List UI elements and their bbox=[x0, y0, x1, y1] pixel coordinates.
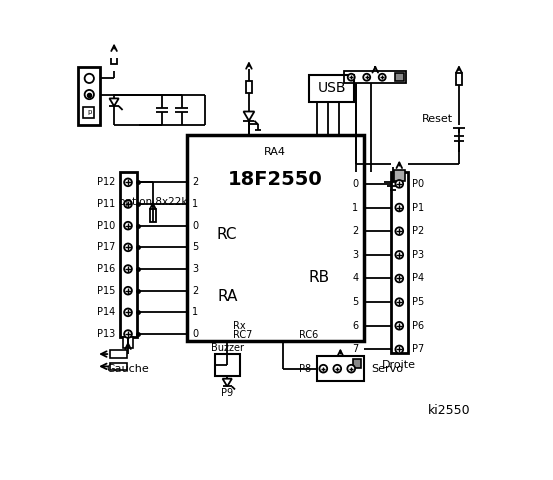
Bar bbox=[456, 73, 462, 85]
Text: RB: RB bbox=[308, 270, 329, 285]
Circle shape bbox=[348, 74, 354, 81]
Bar bbox=[83, 107, 94, 118]
Circle shape bbox=[85, 90, 94, 99]
Text: 0: 0 bbox=[192, 221, 199, 231]
Circle shape bbox=[333, 365, 341, 372]
Bar bbox=[317, 356, 364, 381]
Text: option 8x22k: option 8x22k bbox=[118, 197, 187, 206]
Text: Droite: Droite bbox=[382, 360, 416, 370]
Circle shape bbox=[124, 309, 132, 316]
Text: P8: P8 bbox=[299, 364, 311, 373]
Text: 1: 1 bbox=[352, 203, 358, 213]
Bar bbox=[150, 209, 156, 222]
Text: Buzzer: Buzzer bbox=[211, 343, 244, 353]
Text: P12: P12 bbox=[97, 177, 116, 187]
Text: 2: 2 bbox=[192, 177, 199, 187]
Circle shape bbox=[395, 322, 403, 330]
Circle shape bbox=[363, 74, 370, 81]
Circle shape bbox=[379, 74, 385, 81]
Text: ki2550: ki2550 bbox=[427, 404, 470, 417]
Bar bbox=[110, 350, 127, 358]
Circle shape bbox=[85, 74, 94, 83]
Circle shape bbox=[124, 265, 132, 273]
Text: RC: RC bbox=[217, 227, 237, 242]
Text: P0: P0 bbox=[413, 179, 425, 189]
Text: USB: USB bbox=[317, 82, 346, 96]
Text: RC6: RC6 bbox=[299, 330, 319, 340]
Circle shape bbox=[124, 222, 132, 229]
Text: P11: P11 bbox=[97, 199, 116, 209]
Text: Rx: Rx bbox=[233, 321, 246, 331]
Circle shape bbox=[395, 228, 403, 235]
Circle shape bbox=[124, 243, 132, 251]
Text: 6: 6 bbox=[352, 321, 358, 331]
Bar bbox=[215, 354, 239, 376]
Bar bbox=[119, 171, 137, 337]
Bar bbox=[79, 67, 100, 125]
Text: 4: 4 bbox=[352, 274, 358, 284]
Circle shape bbox=[395, 180, 403, 188]
Bar bbox=[123, 337, 133, 348]
Text: 5: 5 bbox=[192, 242, 199, 252]
Circle shape bbox=[395, 298, 403, 306]
Text: P14: P14 bbox=[97, 307, 116, 317]
Text: 1: 1 bbox=[192, 307, 199, 317]
Bar bbox=[345, 72, 406, 83]
Bar bbox=[187, 134, 364, 341]
Bar bbox=[111, 51, 117, 64]
Text: P3: P3 bbox=[413, 250, 425, 260]
Bar bbox=[246, 81, 252, 93]
Circle shape bbox=[320, 365, 327, 372]
Text: RA4: RA4 bbox=[264, 146, 286, 156]
Circle shape bbox=[347, 365, 355, 372]
Text: P15: P15 bbox=[97, 286, 116, 296]
Text: P7: P7 bbox=[413, 345, 425, 354]
Bar bbox=[395, 73, 404, 82]
Circle shape bbox=[124, 330, 132, 338]
Bar bbox=[110, 362, 127, 370]
Bar bbox=[309, 74, 354, 102]
Text: 3: 3 bbox=[192, 264, 199, 274]
Text: P10: P10 bbox=[97, 221, 116, 231]
Circle shape bbox=[395, 204, 403, 211]
Text: Servo: Servo bbox=[372, 364, 403, 373]
Text: P17: P17 bbox=[97, 242, 116, 252]
Text: Gauche: Gauche bbox=[107, 364, 149, 374]
Circle shape bbox=[124, 287, 132, 295]
Circle shape bbox=[395, 275, 403, 282]
Text: 2: 2 bbox=[192, 286, 199, 296]
Text: P1: P1 bbox=[413, 203, 425, 213]
Bar bbox=[394, 170, 405, 181]
Bar bbox=[391, 171, 408, 352]
Text: P9: P9 bbox=[221, 387, 233, 397]
Text: 2: 2 bbox=[352, 226, 358, 236]
Text: 1: 1 bbox=[192, 199, 199, 209]
Text: RC7: RC7 bbox=[233, 330, 253, 340]
Text: P5: P5 bbox=[413, 297, 425, 307]
Text: 3: 3 bbox=[352, 250, 358, 260]
Bar bbox=[353, 360, 361, 368]
Text: P13: P13 bbox=[97, 329, 116, 339]
Text: p: p bbox=[87, 109, 91, 115]
Circle shape bbox=[124, 179, 132, 186]
Circle shape bbox=[395, 346, 403, 353]
Text: P16: P16 bbox=[97, 264, 116, 274]
Text: 0: 0 bbox=[192, 329, 199, 339]
Circle shape bbox=[395, 251, 403, 259]
Text: P4: P4 bbox=[413, 274, 425, 284]
Text: 5: 5 bbox=[352, 297, 358, 307]
Text: Reset: Reset bbox=[421, 114, 453, 124]
Circle shape bbox=[124, 200, 132, 208]
Text: 0: 0 bbox=[352, 179, 358, 189]
Text: 7: 7 bbox=[352, 345, 358, 354]
Text: P6: P6 bbox=[413, 321, 425, 331]
Text: RA: RA bbox=[217, 289, 237, 304]
Text: P2: P2 bbox=[413, 226, 425, 236]
Text: 18F2550: 18F2550 bbox=[228, 170, 322, 189]
